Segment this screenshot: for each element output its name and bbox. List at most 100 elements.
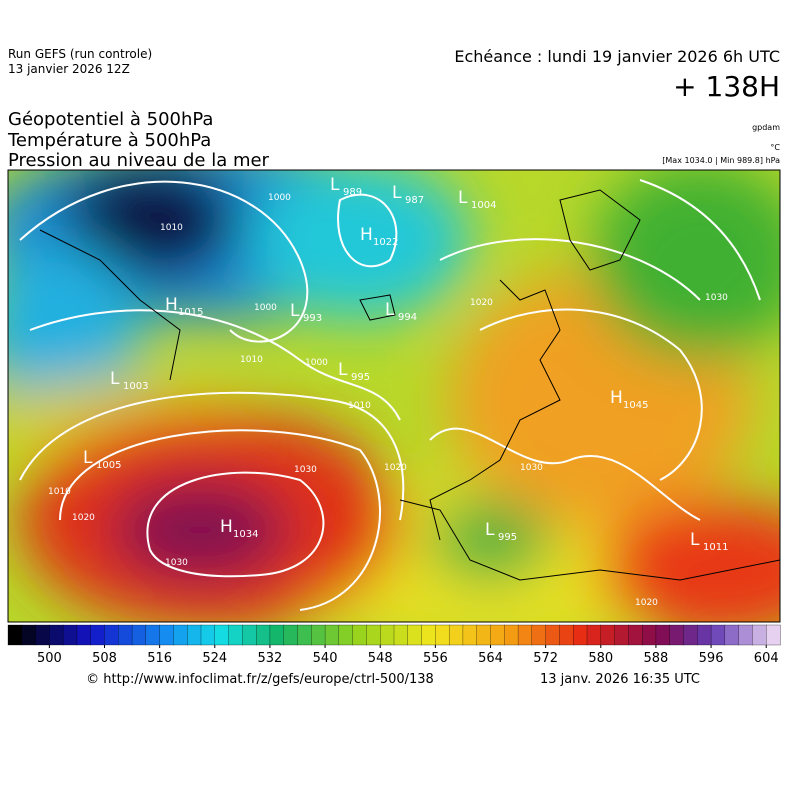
colorbar-tick-label: 596 — [699, 651, 724, 666]
colorbar-cell — [214, 624, 230, 646]
colorbar-cell — [766, 624, 781, 646]
colorbar-cell — [697, 624, 712, 646]
colorbar-cell — [545, 624, 561, 646]
colorbar-tick-label: 548 — [368, 651, 393, 666]
center-letter: L — [485, 520, 495, 540]
center-value: 995 — [351, 372, 370, 383]
colorbar-cell — [490, 624, 505, 646]
colorbar-cell — [531, 624, 547, 646]
isobar-label: 1030 — [294, 465, 317, 475]
colorbar-cell — [159, 624, 175, 646]
center-value: 1011 — [703, 542, 728, 553]
colorbar-cell — [90, 624, 106, 646]
map-frame — [7, 169, 781, 623]
colorbar-cell — [269, 624, 285, 646]
isobar-label: 1010 — [240, 355, 263, 365]
isobar-label: 1010 — [348, 401, 371, 411]
colorbar-tick-label: 500 — [37, 651, 62, 666]
colorbar-cell — [504, 624, 519, 646]
colorbar-tick-label: 540 — [313, 651, 338, 666]
isobar-label: 1000 — [254, 303, 277, 313]
colorbar-cell — [448, 624, 464, 646]
colorbar-cell — [683, 624, 698, 646]
colorbar-cell — [641, 624, 657, 646]
center-value: 987 — [405, 195, 424, 206]
center-value: 1022 — [373, 237, 398, 248]
center-letter: H — [610, 388, 623, 408]
colorbar-cell — [35, 624, 51, 646]
colorbar-cell — [311, 624, 326, 646]
colorbar-cell — [255, 624, 271, 646]
unit: [Max 1034.0 | Min 989.8] hPa — [662, 156, 780, 165]
colorbar-tick-label: 556 — [423, 651, 448, 666]
colorbar-cell — [517, 624, 533, 646]
colorbar-cell — [104, 624, 119, 646]
unit: gpdam — [752, 123, 780, 132]
colorbar-cell — [407, 624, 423, 646]
center-letter: L — [110, 369, 120, 389]
isobar-label: 1010 — [48, 487, 71, 497]
title: Géopotentiel à 500hPa — [8, 109, 213, 130]
center-letter: H — [220, 517, 233, 537]
colorbar: 500 508 516 524 532 540 548 556 564 572 580 588 596 6… — [7, 624, 781, 666]
colorbar-cell — [380, 624, 395, 646]
center-letter: H — [360, 225, 373, 245]
title: Pression au niveau de la mer — [8, 150, 270, 171]
colorbar-tick-label: 508 — [92, 651, 117, 666]
colorbar-cell — [118, 624, 133, 646]
colorbar-cell — [338, 624, 354, 646]
colorbar-cell — [655, 624, 671, 646]
isobar-label: 1010 — [160, 223, 183, 233]
colorbar-cell — [393, 624, 409, 646]
colorbar-cell — [62, 624, 78, 646]
colorbar-cell — [49, 624, 64, 646]
colorbar-cell — [7, 624, 23, 646]
colorbar-tick-label: 532 — [258, 651, 283, 666]
center-value: 995 — [498, 532, 517, 543]
isobar-label: 1020 — [470, 298, 493, 308]
colorbar-cell — [228, 624, 244, 646]
isobar-label: 1020 — [635, 598, 658, 608]
colorbar-tick-label: 588 — [644, 651, 669, 666]
colorbar-cell — [435, 624, 450, 646]
colorbar-tick-label: 524 — [202, 651, 227, 666]
colorbar-cell — [669, 624, 685, 646]
center-value: 1004 — [471, 200, 496, 211]
colorbar-cell — [600, 624, 616, 646]
colorbar-tick-label: 580 — [588, 651, 613, 666]
colorbar-cell — [724, 624, 740, 646]
isobar-label: 1020 — [72, 513, 95, 523]
colorbar-cell — [200, 624, 216, 646]
colorbar-cell — [352, 624, 368, 646]
colorbar-tick-label: 604 — [754, 651, 779, 666]
colorbar-cell — [145, 624, 161, 646]
colorbar-cell — [710, 624, 726, 646]
colorbar-tick-label: 516 — [147, 651, 172, 666]
colorbar-cell — [283, 624, 299, 646]
colorbar-cell — [324, 624, 340, 646]
timestamp: 13 janv. 2026 16:35 UTC — [540, 672, 700, 687]
colorbar-cell — [628, 624, 643, 646]
colorbar-cell — [614, 624, 630, 646]
colorbar-cell — [242, 624, 257, 646]
colorbar-cell — [297, 624, 312, 646]
colorbar-cell — [421, 624, 437, 646]
echeance: Echéance : lundi 19 janvier 2026 6h UTC — [454, 47, 780, 66]
colorbar-cell — [462, 624, 478, 646]
colorbar-cell — [476, 624, 492, 646]
colorbar-tick-label: 572 — [533, 651, 558, 666]
center-value: 989 — [343, 187, 362, 198]
center-letter: L — [458, 188, 468, 208]
center-value: 1005 — [96, 460, 121, 471]
center-value: 994 — [398, 312, 417, 323]
colorbar-cell — [586, 624, 602, 646]
center-value: 993 — [303, 313, 322, 324]
center-letter: L — [290, 301, 300, 321]
coastlines — [39, 189, 780, 581]
colorbar-cell — [366, 624, 381, 646]
center-value: 1015 — [178, 307, 203, 318]
colorbar-cell — [752, 624, 767, 646]
center-letter: H — [165, 295, 178, 315]
center-value: 1003 — [123, 381, 148, 392]
isobar-label: 1000 — [305, 358, 328, 368]
